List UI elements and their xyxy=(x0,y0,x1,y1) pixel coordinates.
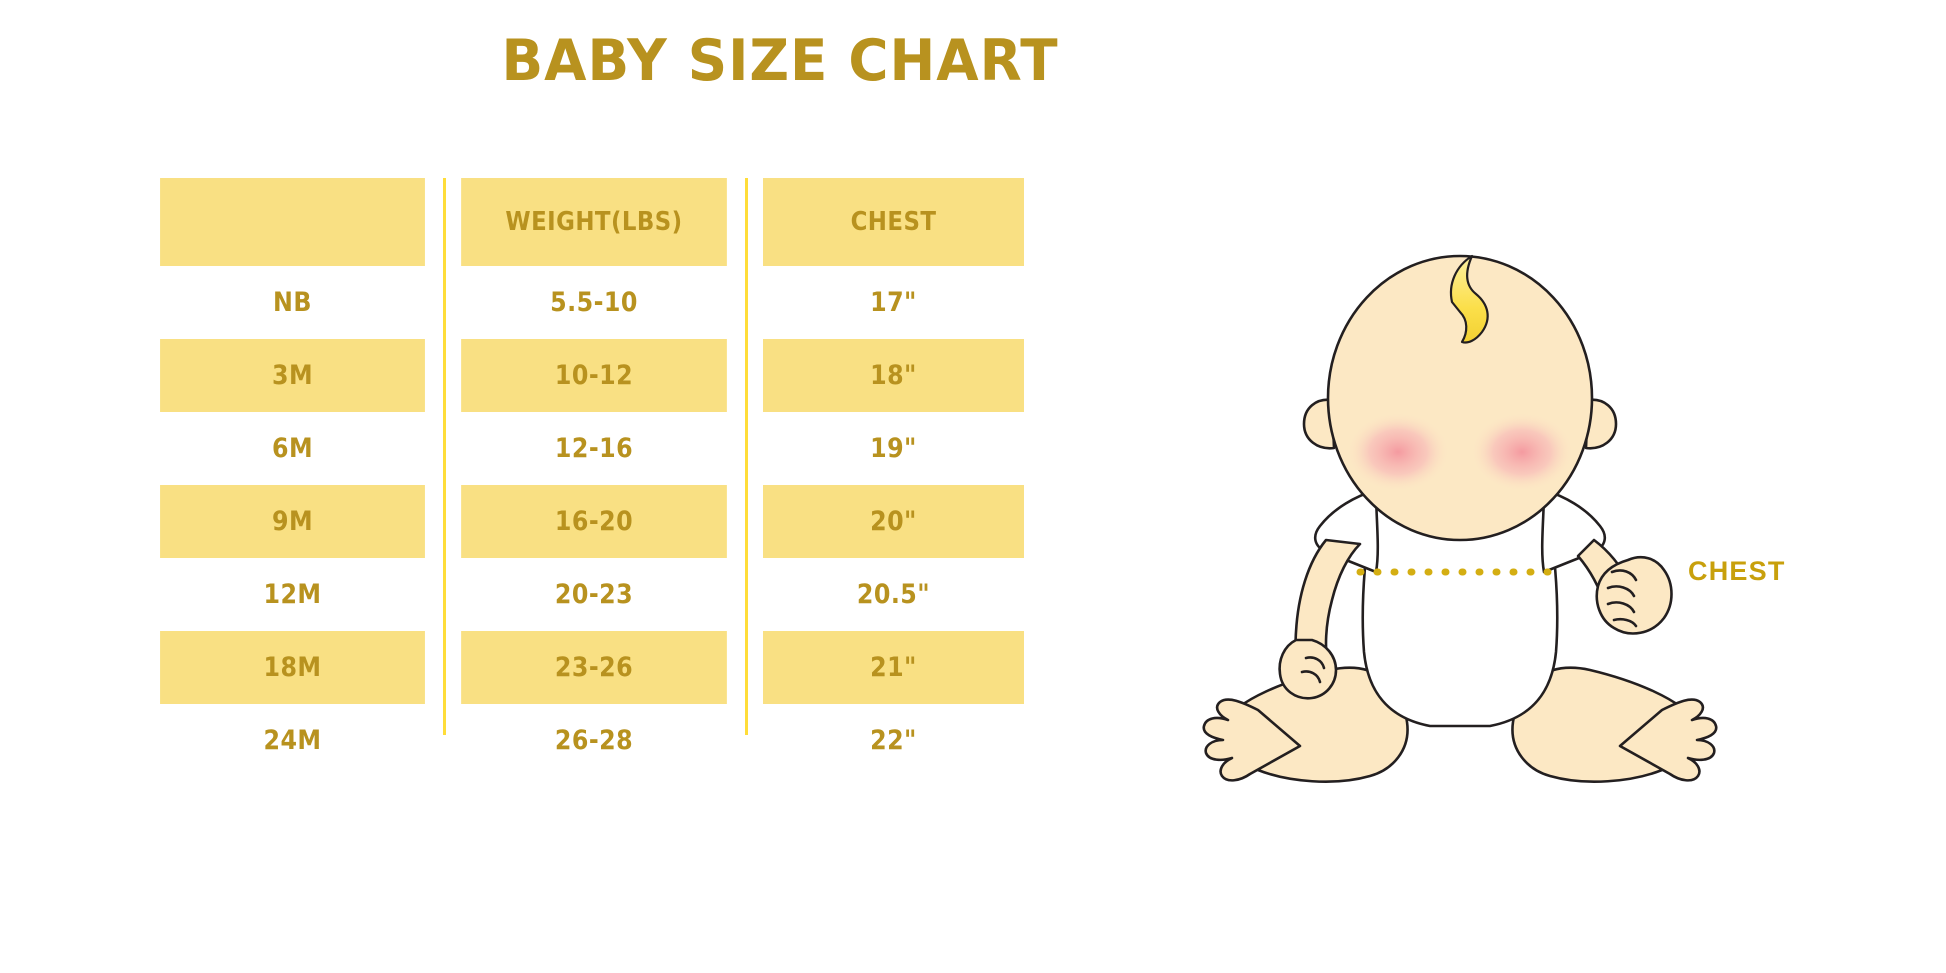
column-header-chest: CHEST xyxy=(762,178,1025,266)
baby-left-foot xyxy=(1202,698,1302,782)
column-divider-left xyxy=(443,178,446,735)
cell-chest: 19" xyxy=(762,412,1025,485)
cell-size: 24M xyxy=(160,704,425,777)
cell-chest: 18" xyxy=(762,339,1025,412)
table-header-row: WEIGHT(LBS) CHEST xyxy=(142,178,1042,266)
baby-left-cheek xyxy=(1346,412,1450,492)
table-body: NB 5.5-10 17" 3M 10-12 18" 6M 12-16 19" … xyxy=(142,266,1042,777)
baby-right-ear xyxy=(1584,398,1618,450)
cell-size: 18M xyxy=(160,631,425,704)
table-row: 24M 26-28 22" xyxy=(142,704,1042,777)
cell-size: 12M xyxy=(160,558,425,631)
cell-chest: 21" xyxy=(762,631,1025,704)
baby-left-hand xyxy=(1278,638,1338,700)
cell-size: NB xyxy=(160,266,425,339)
cell-weight: 12-16 xyxy=(461,412,727,485)
cell-size: 9M xyxy=(160,485,425,558)
cell-size: 6M xyxy=(160,412,425,485)
cell-weight: 20-23 xyxy=(461,558,727,631)
baby-hair-curl xyxy=(1449,254,1489,344)
table-row: 6M 12-16 19" xyxy=(142,412,1042,485)
cell-chest: 17" xyxy=(762,266,1025,339)
baby-left-ear xyxy=(1302,398,1336,450)
baby-right-cheek xyxy=(1470,412,1574,492)
cell-chest: 20.5" xyxy=(762,558,1025,631)
column-header-weight: WEIGHT(LBS) xyxy=(461,178,727,266)
baby-right-fist xyxy=(1595,556,1673,635)
column-divider-right xyxy=(745,178,748,735)
baby-size-table: WEIGHT(LBS) CHEST NB 5.5-10 17" 3M 10-12… xyxy=(142,178,1042,777)
table-row: NB 5.5-10 17" xyxy=(142,266,1042,339)
cell-weight: 26-28 xyxy=(461,704,727,777)
cell-weight: 10-12 xyxy=(461,339,727,412)
table-header: WEIGHT(LBS) CHEST xyxy=(142,178,1042,266)
table-row: 18M 23-26 21" xyxy=(142,631,1042,704)
cell-weight: 23-26 xyxy=(461,631,727,704)
cell-weight: 5.5-10 xyxy=(461,266,727,339)
cell-weight: 16-20 xyxy=(461,485,727,558)
table-row: 9M 16-20 20" xyxy=(142,485,1042,558)
cell-size: 3M xyxy=(160,339,425,412)
chest-measurement-label: CHEST xyxy=(1688,556,1786,586)
seated-baby-illustration xyxy=(1180,240,1740,820)
cell-chest: 22" xyxy=(762,704,1025,777)
column-header-size xyxy=(160,178,425,266)
page-title: BABY SIZE CHART xyxy=(501,28,1059,94)
table-row: 3M 10-12 18" xyxy=(142,339,1042,412)
table-row: 12M 20-23 20.5" xyxy=(142,558,1042,631)
cell-chest: 20" xyxy=(762,485,1025,558)
baby-right-foot xyxy=(1618,698,1718,782)
